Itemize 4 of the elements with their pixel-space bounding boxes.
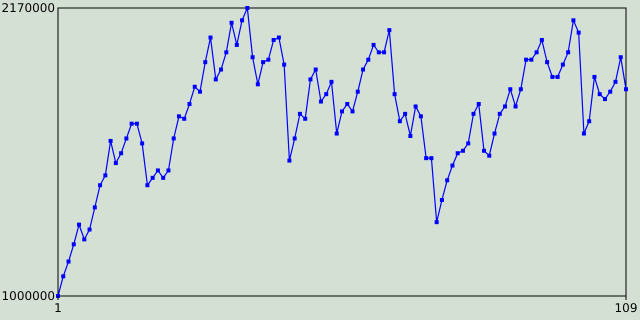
x-tick-label: 109 [614,301,638,315]
y-tick-label: 2170000 [2,1,55,16]
x-tick-label: 1 [54,301,62,315]
y-tick-label: 1000000 [2,289,55,304]
